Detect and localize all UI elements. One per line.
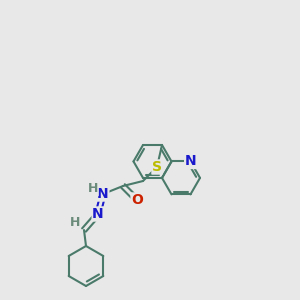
Text: N: N — [97, 187, 109, 201]
Text: H: H — [88, 182, 98, 196]
Text: N: N — [185, 154, 196, 169]
Text: N: N — [92, 207, 104, 221]
Text: S: S — [152, 160, 162, 174]
Text: O: O — [131, 193, 143, 207]
Text: H: H — [70, 217, 80, 230]
Text: H: H — [98, 188, 108, 200]
